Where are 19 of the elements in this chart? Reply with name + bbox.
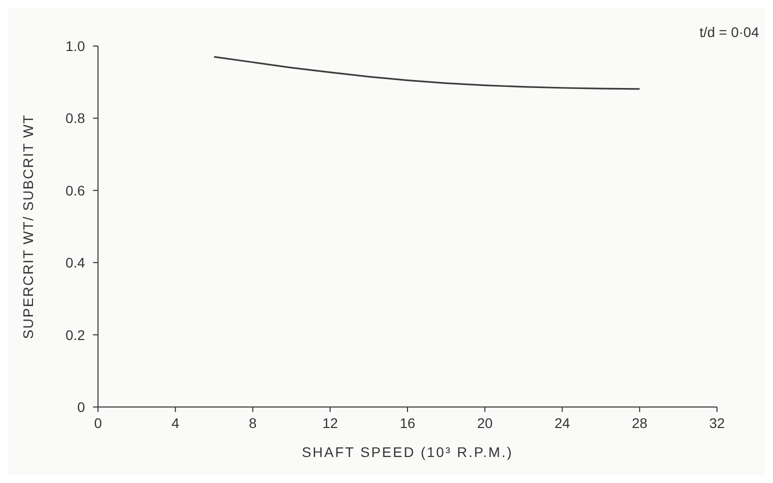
line-series	[213, 56, 640, 90]
x-tick-label: 12	[322, 414, 338, 431]
y-tick-label: 0.6	[66, 182, 86, 198]
x-tick-label: 4	[171, 414, 180, 431]
y-tick-label: 0.2	[66, 326, 86, 343]
y-tick-label: 0.8	[66, 110, 86, 126]
x-tick-label: 24	[554, 414, 570, 431]
x-tick-label: 0	[94, 414, 102, 431]
x-tick-label: 8	[248, 414, 257, 431]
x-axis-title: SHAFT SPEED (10³ R.P.M.)	[302, 444, 514, 460]
x-tick-label: 28	[632, 414, 648, 431]
y-tick-label: 0	[77, 398, 86, 415]
x-tick-label: 16	[400, 414, 416, 431]
text: t/d = 0·04	[699, 24, 759, 40]
x-tick-label: 32	[709, 414, 725, 431]
y-axis-title: SUPERCRIT WT/ SUBCRIT WT	[20, 114, 36, 339]
x-tick-label: 20	[477, 414, 493, 431]
y-tick-label: 1.0	[66, 38, 86, 54]
y-tick-label: 0.4	[66, 254, 86, 271]
